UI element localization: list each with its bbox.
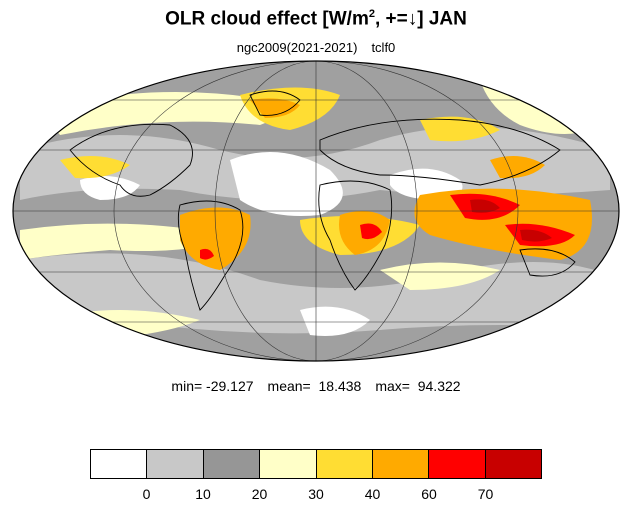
graticule xyxy=(13,61,619,361)
globe-outline xyxy=(12,60,620,362)
title-text-end: , +=↓] JAN xyxy=(374,8,467,30)
case-label: ngc2009(2021-2021) xyxy=(236,40,358,55)
colorbar-box xyxy=(91,450,148,478)
statistics-line: min= -29.127 mean= 18.438 max= 94.322 xyxy=(0,378,632,394)
colorbar-tick-label: 10 xyxy=(195,486,211,502)
min-value: min= -29.127 xyxy=(171,378,254,394)
colorbar-box xyxy=(429,450,486,478)
variable-label: tclf0 xyxy=(371,40,396,55)
colorbar-box xyxy=(372,450,430,478)
plot-subtitle: ngc2009(2021-2021) tclf0 xyxy=(0,40,632,55)
colorbar-box xyxy=(147,450,204,478)
map-fill xyxy=(13,61,619,361)
colorbar-tick-label: 30 xyxy=(308,486,324,502)
colorbar-tick-label: 70 xyxy=(477,486,494,502)
colorbar-box xyxy=(203,450,261,478)
coastlines xyxy=(69,90,576,311)
colorbar-tick-label: 0 xyxy=(142,486,151,502)
title-superscript: 2 xyxy=(368,8,375,20)
title-text: OLR cloud effect [W/m xyxy=(165,8,369,30)
colorbar-tick-label: 60 xyxy=(421,486,437,502)
colorbar-tick-label: 20 xyxy=(251,486,268,502)
colorbar xyxy=(90,449,542,479)
colorbar-tick-label: 40 xyxy=(364,486,381,502)
mean-value: mean= 18.438 xyxy=(267,378,362,394)
colorbar-box xyxy=(316,450,373,478)
colorbar-box xyxy=(260,450,317,478)
plot-title: OLR cloud effect [W/m2, +=↓] JAN xyxy=(0,8,632,30)
max-value: max= 94.322 xyxy=(375,378,461,394)
colorbar-box xyxy=(485,450,541,478)
world-map xyxy=(12,60,620,362)
